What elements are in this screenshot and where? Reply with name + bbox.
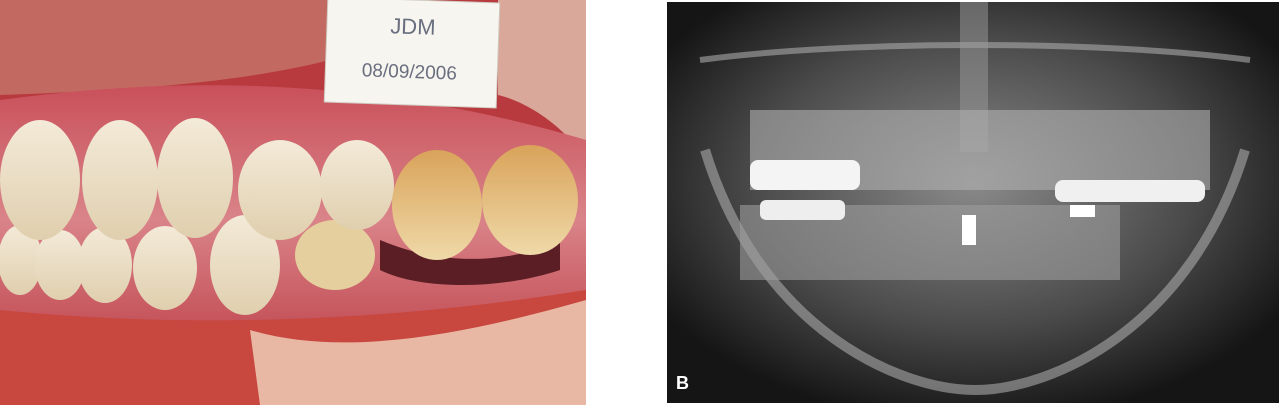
tooth [295, 220, 375, 290]
tooth [482, 145, 578, 255]
card [323, 0, 501, 109]
tooth [82, 120, 158, 240]
tooth [210, 215, 280, 315]
tooth [35, 230, 85, 300]
tooth [238, 140, 322, 240]
tooth [392, 150, 482, 260]
card-date: 08/09/2006 [361, 60, 457, 84]
implant [962, 215, 976, 245]
filling [760, 200, 845, 220]
lower-lip-highlight [250, 300, 586, 405]
intraoral-photo: JDM 08/09/2006 [0, 0, 586, 405]
filling [1070, 205, 1095, 217]
filling [750, 160, 860, 190]
tooth [78, 227, 132, 303]
panel-letter: B [676, 373, 689, 393]
filling [1055, 180, 1205, 202]
tooth [0, 120, 80, 240]
tooth [0, 225, 42, 295]
shadow [380, 240, 560, 285]
tooth [133, 226, 197, 310]
label-card: JDM 08/09/2006 [323, 0, 501, 109]
card-name: JDM [390, 13, 436, 40]
cheek [498, 0, 586, 160]
mandible [700, 148, 1250, 396]
tooth [157, 118, 233, 238]
upper-lip [0, 0, 330, 95]
tooth [320, 140, 394, 230]
panoramic-xray: B [667, 2, 1279, 403]
